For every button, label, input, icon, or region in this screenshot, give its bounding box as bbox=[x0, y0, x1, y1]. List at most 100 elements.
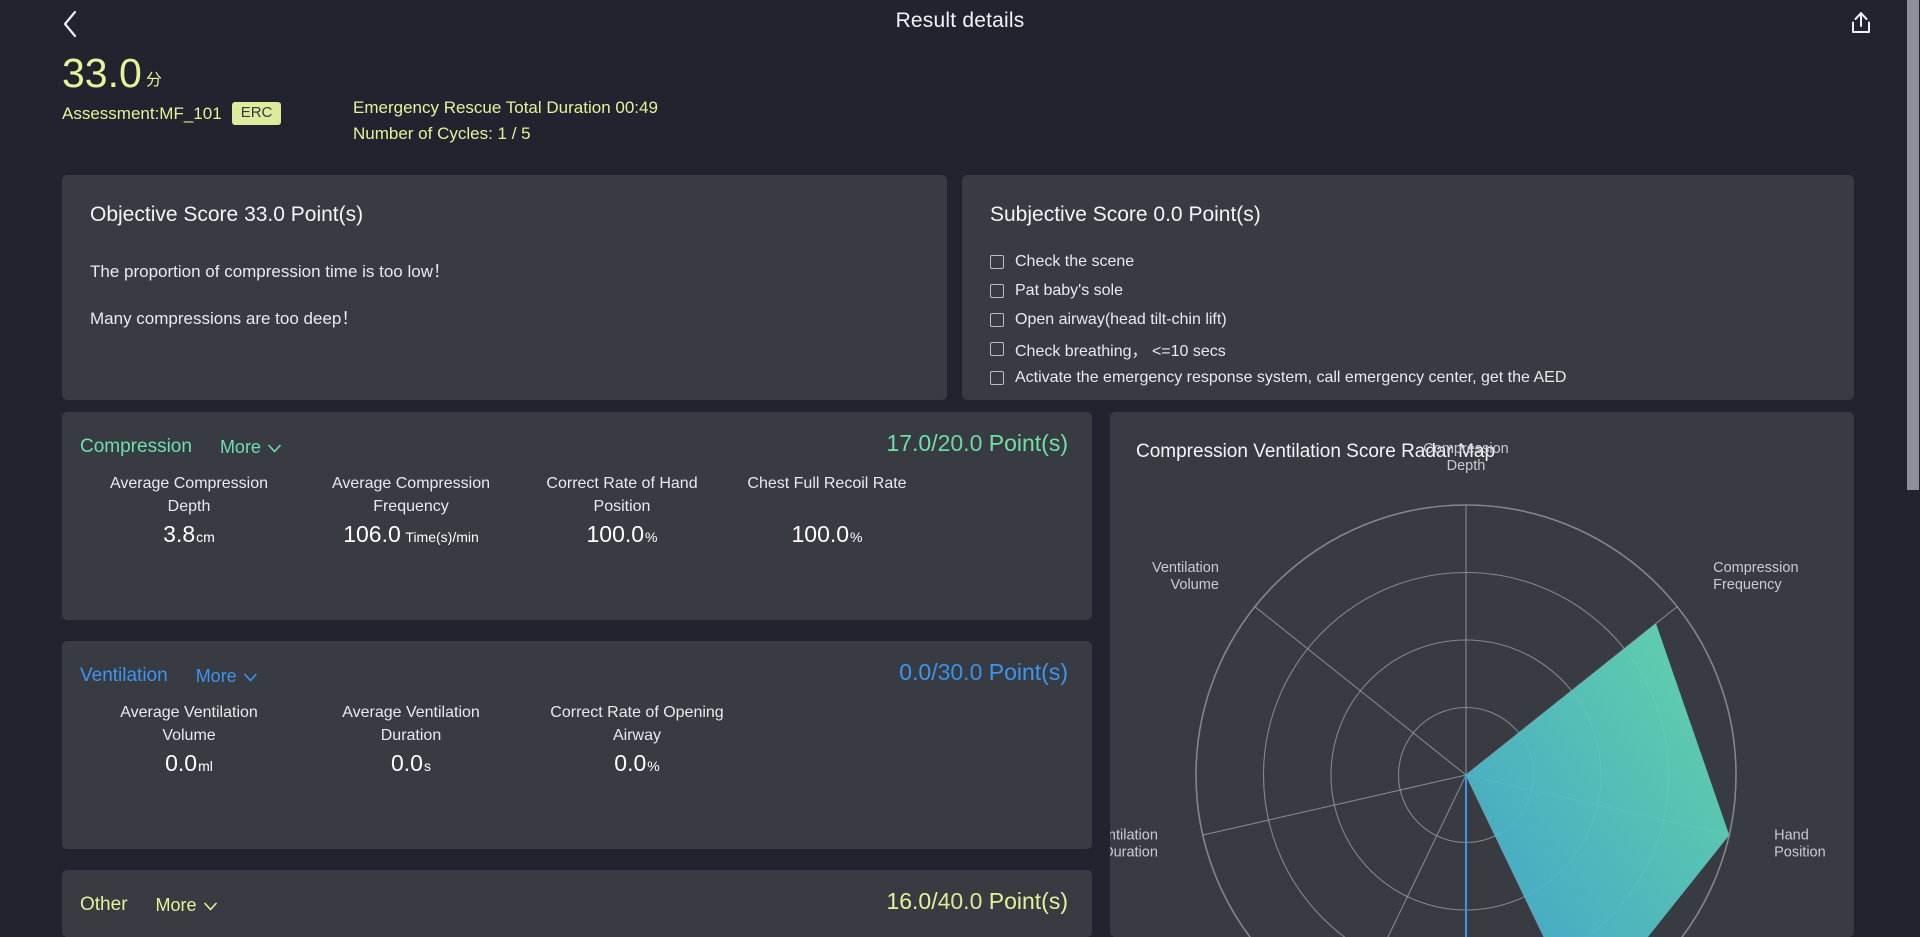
metric-unit: ml bbox=[198, 758, 213, 774]
metric-label-line2: Duration bbox=[380, 727, 442, 744]
summary-block: 33.0 分 Assessment:MF_101 ERC Emergency R… bbox=[0, 52, 1920, 144]
metric-card: Average Compression Frequency 106.0 Time(s… bbox=[300, 472, 522, 548]
objective-score-title: Objective Score 33.0 Point(s) bbox=[90, 203, 364, 226]
radar-axis-label: Ventilation Volume bbox=[1152, 560, 1219, 593]
metric-label-line1: Correct Rate of Hand bbox=[546, 475, 698, 492]
metric-number: 0.0 bbox=[391, 750, 423, 776]
section-compression-header: Compression More 17.0/20.0 Point(s) bbox=[62, 412, 1092, 466]
checkbox-icon[interactable] bbox=[990, 370, 1004, 385]
radar-svg: Compression Depth Compression Frequency Hand… bbox=[1110, 441, 1826, 937]
section-other-header: Other More 16.0/40.0 Point(s) bbox=[62, 870, 1092, 924]
subjective-item-3[interactable]: Check breathing， <=10 secs bbox=[990, 334, 1854, 363]
score-separator: / bbox=[931, 659, 938, 685]
subjective-item-0[interactable]: Check the scene bbox=[990, 247, 1854, 276]
subjective-item-label: Pat baby's sole bbox=[1015, 281, 1124, 299]
section-compression: Compression More 17.0/20.0 Point(s) Aver… bbox=[62, 412, 1092, 620]
score-suffix: Point(s) bbox=[982, 888, 1068, 914]
radar-axis-spoke bbox=[1254, 606, 1467, 776]
subjective-item-4[interactable]: Activate the emergency response system, … bbox=[990, 363, 1854, 392]
subjective-checklist: Check the scene Pat baby's sole Open airwa… bbox=[962, 247, 1854, 392]
section-other-name: Other bbox=[80, 894, 128, 915]
section-other: Other More 16.0/40.0 Point(s) bbox=[62, 870, 1092, 937]
section-ventilation-name: Ventilation bbox=[80, 665, 168, 686]
metric-number: 0.0 bbox=[614, 750, 647, 776]
metric-value: 3.8cm bbox=[78, 521, 300, 548]
assessment-label: Assessment:MF_101 bbox=[62, 103, 222, 123]
radar-axis-label: Compression Frequency bbox=[1713, 560, 1798, 593]
score-separator: / bbox=[931, 430, 938, 456]
section-ventilation-score-max: 30.0 bbox=[937, 659, 983, 685]
metric-number: 100.0 bbox=[791, 521, 850, 547]
metric-card: Average Compression Depth 3.8cm bbox=[78, 472, 300, 548]
metric-value: 0.0s bbox=[300, 750, 522, 777]
radar-axis-label: Hand Position bbox=[1774, 827, 1826, 860]
section-compression-name: Compression bbox=[80, 436, 192, 457]
subjective-item-label: Open airway(head tilt-chin lift) bbox=[1015, 310, 1227, 328]
metric-card: Correct Rate of Opening Airway 0.0% bbox=[522, 701, 752, 777]
radar-axis-spoke bbox=[1387, 774, 1467, 937]
checkbox-icon[interactable] bbox=[990, 341, 1004, 356]
metric-unit: % bbox=[850, 529, 863, 545]
section-compression-more-label: More bbox=[219, 436, 261, 457]
score-suffix: Point(s) bbox=[982, 430, 1068, 456]
subjective-item-label: Check the scene bbox=[1015, 252, 1135, 270]
back-button[interactable] bbox=[48, 6, 92, 46]
metric-card: Average Ventilation Volume 0.0ml bbox=[78, 701, 300, 777]
checkbox-icon[interactable] bbox=[990, 283, 1004, 298]
metric-unit: Time(s)/min bbox=[401, 529, 479, 545]
page-scrollbar[interactable] bbox=[1906, 0, 1920, 937]
metric-label-line2: Volume bbox=[162, 727, 216, 744]
chevron-left-icon bbox=[61, 9, 79, 44]
section-other-score-max: 40.0 bbox=[937, 888, 983, 914]
score-suffix: Point(s) bbox=[982, 659, 1068, 685]
section-ventilation-more-button[interactable]: More bbox=[196, 666, 257, 687]
total-score-value: 33.0 bbox=[62, 50, 142, 96]
radar-chart: Compression Depth Compression Frequency Hand… bbox=[1110, 412, 1854, 937]
ventilation-metrics: Average Ventilation Volume 0.0ml Average Ve… bbox=[62, 695, 1092, 777]
objective-message-2: Many compressions are too deep！ bbox=[90, 309, 359, 328]
section-compression-score-value: 17.0 bbox=[886, 430, 932, 456]
page-title: Result details bbox=[895, 9, 1025, 32]
metric-label-line1: Average Compression bbox=[331, 475, 490, 492]
total-duration-text: Emergency Rescue Total Duration 00:49 bbox=[353, 98, 658, 117]
metric-unit: % bbox=[645, 529, 658, 545]
metric-label-line2: Depth bbox=[167, 498, 211, 515]
section-other-more-button[interactable]: More bbox=[156, 895, 217, 916]
checkbox-icon[interactable] bbox=[990, 254, 1004, 269]
objective-message-1: The proportion of compression time is to… bbox=[90, 262, 450, 281]
scrollbar-thumb[interactable] bbox=[1907, 0, 1919, 490]
radar-data-polygon bbox=[1466, 623, 1730, 937]
metric-label-line2 bbox=[722, 495, 932, 518]
chevron-down-icon bbox=[268, 437, 281, 458]
radar-card: Compression Ventilation Score Radar Map … bbox=[1110, 412, 1854, 937]
metric-value: 106.0 Time(s)/min bbox=[300, 521, 522, 548]
metric-value: 100.0% bbox=[522, 521, 722, 548]
metric-unit: cm bbox=[196, 529, 215, 545]
radar-title: Compression Ventilation Score Radar Map bbox=[1136, 441, 1496, 462]
share-upload-icon bbox=[1848, 10, 1874, 41]
objective-score-card: Objective Score 33.0 Point(s) The propor… bbox=[62, 175, 947, 400]
section-ventilation-score-value: 0.0 bbox=[899, 659, 932, 685]
assessment-row: Assessment:MF_101 ERC bbox=[62, 102, 1920, 125]
subjective-item-2[interactable]: Open airway(head tilt-chin lift) bbox=[990, 305, 1854, 334]
radar-axis-spoke bbox=[1202, 774, 1467, 836]
metric-value: 0.0% bbox=[522, 750, 752, 777]
section-ventilation-header: Ventilation More 0.0/30.0 Point(s) bbox=[62, 641, 1092, 695]
metric-number: 3.8 bbox=[163, 521, 196, 547]
metric-value: 0.0ml bbox=[78, 750, 300, 777]
section-compression-more-button[interactable]: More bbox=[220, 437, 281, 458]
section-ventilation-more-label: More bbox=[195, 665, 237, 686]
chevron-down-icon bbox=[243, 666, 257, 687]
metric-value: 100.0% bbox=[722, 521, 932, 548]
metric-label-line1: Chest Full Recoil Rate bbox=[747, 475, 907, 492]
total-score-unit: 分 bbox=[145, 72, 162, 89]
subjective-item-1[interactable]: Pat baby's sole bbox=[990, 276, 1854, 305]
total-score-row: 33.0 分 bbox=[62, 52, 1920, 94]
metric-unit: s bbox=[423, 758, 431, 774]
chevron-down-icon bbox=[203, 895, 217, 916]
checkbox-icon[interactable] bbox=[990, 312, 1004, 327]
share-button[interactable] bbox=[1840, 4, 1882, 46]
metric-unit: % bbox=[647, 758, 660, 774]
